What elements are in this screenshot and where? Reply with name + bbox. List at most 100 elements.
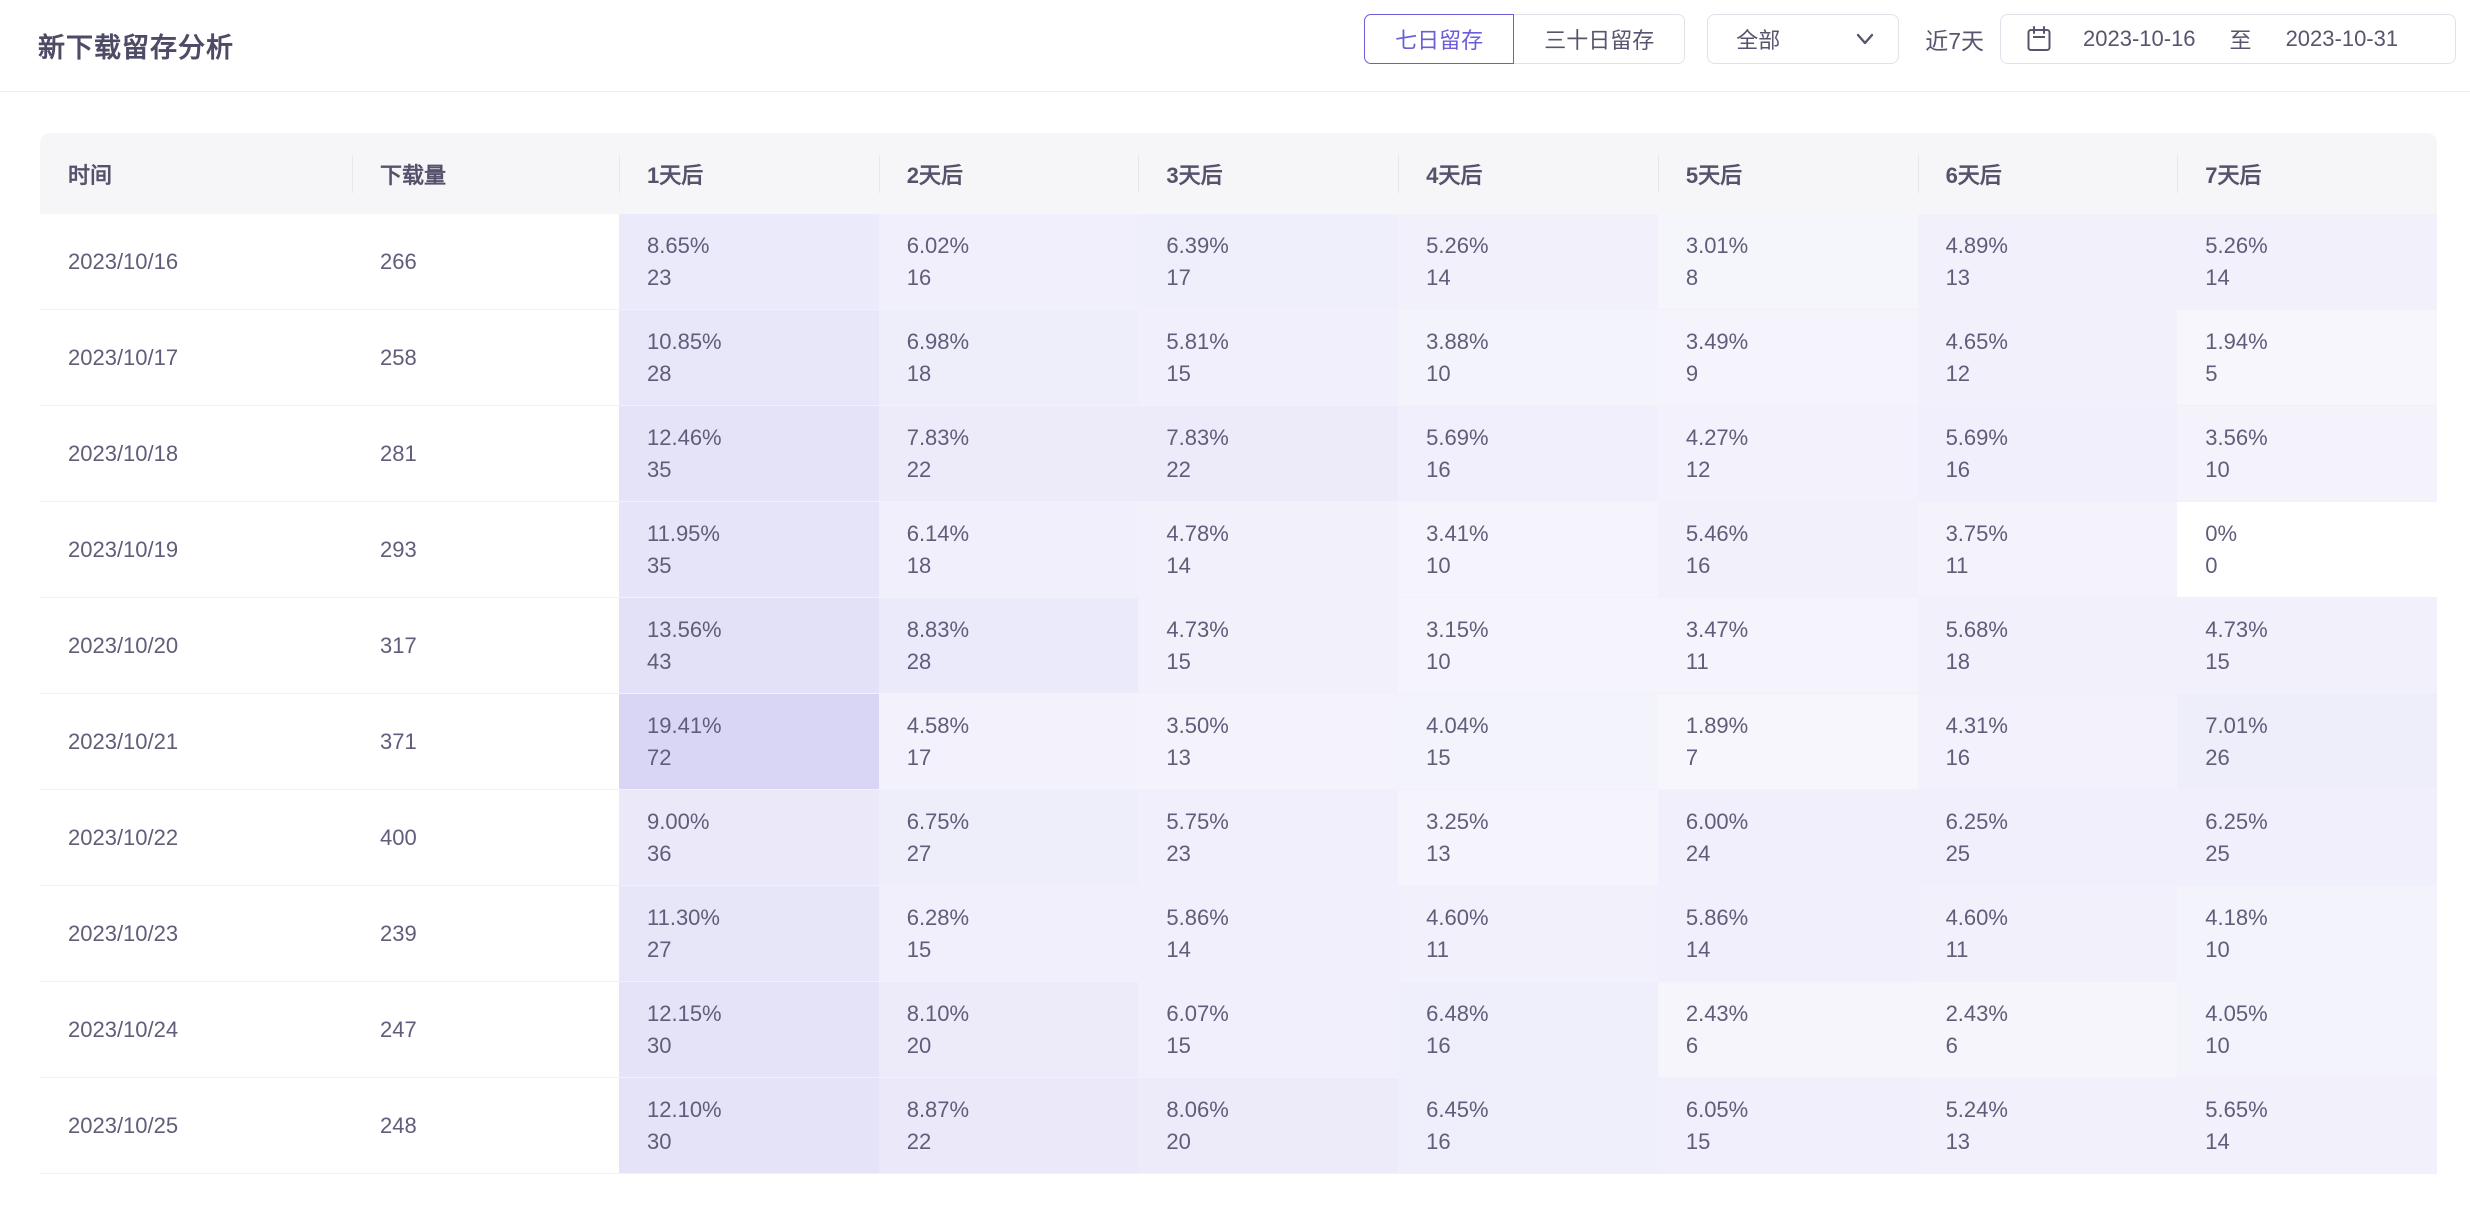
retention-count: 11 xyxy=(1945,552,1969,578)
retention-count: 16 xyxy=(906,264,932,290)
retention-cell: 6.00% 24 xyxy=(1657,790,1918,885)
retention-cell: 10.85% 28 xyxy=(619,310,879,405)
retention-cell: 4.31% 16 xyxy=(1917,694,2178,789)
retention-cell: 12.46% 35 xyxy=(619,406,879,501)
retention-cell: 4.73% 15 xyxy=(2177,598,2437,693)
retention-percent: 12.15% xyxy=(647,1000,722,1026)
retention-count: 25 xyxy=(1945,840,1971,866)
retention-count: 26 xyxy=(2205,744,2230,770)
retention-cell: 2.43% 6 xyxy=(1917,982,2178,1077)
tab-30day-retention[interactable]: 三十日留存 xyxy=(1514,14,1686,64)
retention-count: 22 xyxy=(906,456,932,482)
retention-count: 43 xyxy=(647,648,672,674)
retention-percent: 4.89% xyxy=(1945,232,2008,258)
retention-percent: 8.87% xyxy=(906,1096,970,1122)
table-header-row: 时间 下载量 1天后 2天后 3天后 4天后 5天后 6天后 7天后 xyxy=(40,133,2437,214)
retention-cell: 4.65% 12 xyxy=(1917,310,2178,405)
retention-count: 22 xyxy=(1166,456,1191,482)
retention-count: 28 xyxy=(906,648,932,674)
retention-cell: 8.83% 28 xyxy=(878,598,1139,693)
retention-percent: 8.06% xyxy=(1166,1096,1229,1122)
retention-cell: 0% 0 xyxy=(2177,502,2437,597)
retention-cell: 9.00% 36 xyxy=(619,790,879,885)
retention-count: 24 xyxy=(1685,840,1711,866)
retention-cell: 4.73% 15 xyxy=(1138,598,1399,693)
chevron-down-icon xyxy=(1857,33,1874,45)
downloads-cell: 258 xyxy=(380,344,417,370)
downloads-cell: 281 xyxy=(380,440,417,466)
retention-percent: 6.02% xyxy=(906,232,970,258)
retention-count: 15 xyxy=(1166,648,1191,674)
retention-count: 11 xyxy=(1426,936,1449,962)
retention-percent: 4.78% xyxy=(1166,520,1229,546)
retention-percent: 3.41% xyxy=(1426,520,1489,546)
retention-count: 6 xyxy=(1945,1032,1958,1058)
retention-percent: 4.60% xyxy=(1945,904,2008,930)
retention-cell: 5.65% 14 xyxy=(2177,1078,2437,1173)
retention-count: 27 xyxy=(906,840,932,866)
retention-count: 14 xyxy=(2205,1128,2230,1154)
retention-cell: 8.06% 20 xyxy=(1138,1078,1399,1173)
retention-count: 18 xyxy=(1945,648,1971,674)
retention-percent: 8.83% xyxy=(906,616,970,642)
retention-percent: 4.73% xyxy=(2205,616,2268,642)
retention-cell: 5.68% 18 xyxy=(1917,598,2178,693)
date-range-picker[interactable]: 2023-10-16 至 2023-10-31 xyxy=(2000,14,2456,64)
retention-count: 23 xyxy=(647,264,672,290)
date-cell: 2023/10/20 xyxy=(68,632,179,658)
date-cell: 2023/10/25 xyxy=(68,1112,179,1138)
retention-cell: 7.01% 26 xyxy=(2177,694,2437,789)
table-row: 2023/10/16 266 8.65% 23 6.02% 16 6.39% 17 5.26% 1… xyxy=(40,214,2437,310)
date-cell: 2023/10/21 xyxy=(68,728,179,754)
retention-count: 10 xyxy=(1426,360,1451,386)
retention-percent: 6.25% xyxy=(2205,808,2268,834)
tab-7day-retention[interactable]: 七日留存 xyxy=(1364,14,1515,64)
retention-percent: 7.83% xyxy=(906,424,970,450)
date-cell: 2023/10/17 xyxy=(68,344,179,370)
scope-select-value: 全部 xyxy=(1736,28,1781,53)
retention-percent: 3.25% xyxy=(1426,808,1489,834)
retention-count: 20 xyxy=(1166,1128,1191,1154)
retention-percent: 4.58% xyxy=(906,712,970,738)
retention-count: 9 xyxy=(1685,360,1699,386)
retention-cell: 4.89% 13 xyxy=(1917,214,2178,309)
quick-range-last7days[interactable]: 近7天 xyxy=(1925,28,1984,54)
retention-percent: 5.24% xyxy=(1945,1096,2008,1122)
date-range-start: 2023-10-16 xyxy=(2083,26,2196,51)
retention-count: 22 xyxy=(906,1128,932,1154)
retention-count: 5 xyxy=(2205,360,2218,386)
retention-count: 12 xyxy=(1945,360,1971,386)
retention-cell: 19.41% 72 xyxy=(619,694,879,789)
scope-select[interactable]: 全部 xyxy=(1707,14,1900,64)
retention-percent: 5.81% xyxy=(1166,328,1229,354)
retention-count: 72 xyxy=(647,744,672,770)
retention-percent: 5.69% xyxy=(1945,424,2008,450)
retention-cell: 5.69% 16 xyxy=(1917,406,2178,501)
retention-count: 13 xyxy=(1945,1128,1971,1154)
retention-percent: 6.05% xyxy=(1685,1096,1749,1122)
retention-percent: 5.68% xyxy=(1945,616,2008,642)
retention-count: 18 xyxy=(906,552,932,578)
table-body: 2023/10/16 266 8.65% 23 6.02% 16 6.39% 17 5.26% 1… xyxy=(40,214,2437,1174)
retention-percent: 5.69% xyxy=(1426,424,1489,450)
column-header: 1天后 xyxy=(619,158,879,190)
retention-percent: 5.65% xyxy=(2205,1096,2268,1122)
retention-cell: 6.25% 25 xyxy=(1917,790,2178,885)
date-cell: 2023/10/16 xyxy=(68,248,179,274)
retention-cell: 8.87% 22 xyxy=(878,1078,1139,1173)
retention-percent: 7.83% xyxy=(1166,424,1229,450)
retention-percent: 3.50% xyxy=(1166,712,1229,738)
retention-count: 10 xyxy=(1426,648,1451,674)
table-row: 2023/10/24 247 12.15% 30 8.10% 20 6.07% 15 6.48%… xyxy=(40,982,2437,1078)
retention-count: 12 xyxy=(1685,456,1711,482)
retention-percent: 10.85% xyxy=(647,328,722,354)
retention-cell: 5.26% 14 xyxy=(1398,214,1658,309)
retention-cell: 5.81% 15 xyxy=(1138,310,1399,405)
retention-cell: 5.86% 14 xyxy=(1657,886,1918,981)
retention-percent: 6.25% xyxy=(1945,808,2008,834)
retention-percent: 5.86% xyxy=(1685,904,1749,930)
retention-count: 15 xyxy=(1426,744,1451,770)
retention-cell: 6.05% 15 xyxy=(1657,1078,1918,1173)
retention-count: 35 xyxy=(647,552,672,578)
